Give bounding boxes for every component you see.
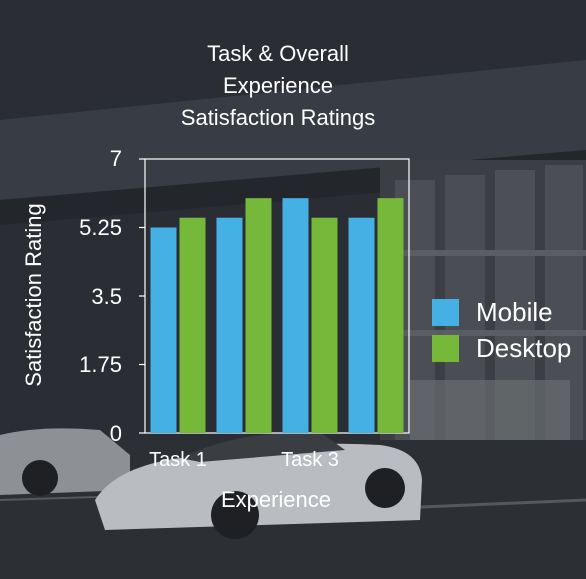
legend-swatch-mobile xyxy=(432,299,459,326)
legend-item-desktop: Desktop xyxy=(432,332,571,365)
bar-mobile-task-2 xyxy=(216,217,243,433)
y-tick-label: 7 xyxy=(109,146,122,171)
legend-item-mobile: Mobile xyxy=(432,296,571,329)
chart-title-line-2: Experience xyxy=(222,73,334,98)
x-tick-label-task-1: Task 1 xyxy=(149,449,207,471)
legend-swatch-desktop xyxy=(432,335,459,362)
y-axis-label: Satisfaction Rating xyxy=(21,203,46,387)
legend: Mobile Desktop xyxy=(432,296,571,368)
legend-label-desktop: Desktop xyxy=(476,333,572,363)
y-tick-label: 3.5 xyxy=(91,284,122,309)
legend-label-mobile: Mobile xyxy=(476,297,553,327)
bar-desktop-overall xyxy=(377,198,404,433)
chart-title-line-1: Task & Overall xyxy=(207,41,349,66)
bar-desktop-task-1 xyxy=(179,217,206,433)
bar-desktop-task-2 xyxy=(245,198,272,433)
bar-mobile-task-3 xyxy=(282,198,309,433)
bar-mobile-overall xyxy=(348,217,375,433)
x-tick-label-task-3: Task 3 xyxy=(281,449,339,471)
y-tick-label: 1.75 xyxy=(79,352,122,377)
bar-mobile-task-1 xyxy=(150,227,177,433)
chart-title-line-3: Satisfaction Ratings xyxy=(180,105,376,130)
y-tick-label: 0 xyxy=(109,421,122,446)
bar-desktop-task-3 xyxy=(311,217,338,433)
x-axis-label: Experience xyxy=(220,487,332,512)
y-tick-label: 5.25 xyxy=(79,215,122,240)
